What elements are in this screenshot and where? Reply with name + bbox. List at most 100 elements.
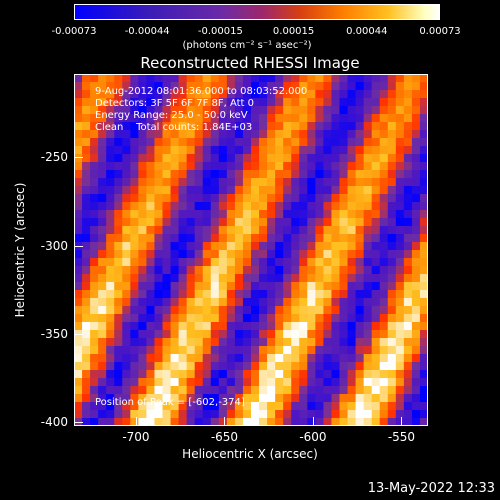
heatmap-cell [106,234,115,243]
heatmap-cell [226,282,236,291]
heatmap-cell [299,98,308,107]
heatmap-cell [130,74,139,83]
heatmap-cell [170,130,180,139]
heatmap-cell [154,218,164,227]
heatmap-cell [98,314,107,323]
heatmap-cell [146,90,156,99]
heatmap-cell [259,74,268,83]
heatmap-cell [387,98,397,107]
heatmap-cell [403,354,413,363]
heatmap-cell [419,266,428,275]
heatmap-cell [251,154,260,163]
heatmap-cell [210,330,220,339]
heatmap-cell [419,282,428,291]
heatmap-cell [267,170,276,179]
heatmap-cell [138,162,148,171]
heatmap-cell [218,322,228,331]
heatmap-cell [355,410,365,419]
y-tick-label: -350 [40,327,68,342]
heatmap-cell [210,274,220,283]
heatmap-cell [218,258,228,267]
heatmap-cell [226,74,236,83]
heatmap-cell [307,386,316,395]
heatmap-cell [323,258,333,267]
heatmap-cell [387,202,397,211]
heatmap-cell [106,162,115,171]
heatmap-cell [90,266,99,275]
heatmap-cell [74,138,83,147]
heatmap-cell [379,106,389,115]
heatmap-cell [242,314,252,323]
heatmap-cell [251,130,260,139]
heatmap-cell [154,354,164,363]
heatmap-cell [242,194,252,203]
heatmap-cell [275,306,284,315]
heatmap-cell [371,266,381,275]
heatmap-cell [299,218,308,227]
heatmap-cell [267,106,276,115]
heatmap-cell [331,282,341,291]
heatmap-cell [106,386,115,395]
heatmap-cell [74,170,83,179]
heatmap-cell [114,210,123,219]
heatmap-cell [90,146,99,155]
heatmap-cell [178,386,188,395]
heatmap-cell [90,234,99,243]
heatmap-cell [202,162,212,171]
heatmap-cell [299,298,308,307]
heatmap-cell [90,322,99,331]
heatmap-cell [283,226,292,235]
heatmap-cell [371,242,381,251]
heatmap-cell [146,386,156,395]
heatmap-cell [242,130,252,139]
heatmap-cell [82,370,91,379]
heatmap-cell [186,130,196,139]
heatmap-cell [90,74,99,83]
heatmap-cell [275,282,284,291]
heatmap-cell [178,194,188,203]
heatmap-cell [403,234,413,243]
heatmap-cell [146,410,156,419]
heatmap-cell [275,242,284,251]
heatmap-cell [74,74,83,83]
heatmap-cell [307,162,316,171]
heatmap-cell [114,74,123,83]
heatmap-cell [106,282,115,291]
heatmap-cell [178,162,188,171]
heatmap-cell [210,378,220,387]
heatmap-cell [234,338,244,347]
heatmap-cell [355,394,365,403]
heatmap-cell [186,394,196,403]
heatmap-cell [307,410,316,419]
heatmap-cell [323,162,333,171]
heatmap-cell [355,74,365,83]
heatmap-cell [331,178,341,187]
heatmap-cell [251,330,260,339]
heatmap-cell [122,258,131,267]
heatmap-cell [218,410,228,419]
heatmap-cell [355,210,365,219]
heatmap-cell [146,306,156,315]
heatmap-cell [291,410,300,419]
heatmap-cell [122,122,131,131]
heatmap-cell [242,298,252,307]
heatmap-cell [178,202,188,211]
heatmap-cell [331,186,341,195]
heatmap-cell [154,194,164,203]
colorbar-tick-label: -0.00073 [51,26,97,37]
heatmap-cell [146,186,156,195]
heatmap-cell [186,82,196,91]
heatmap-cell [251,146,260,155]
heatmap-cell [403,218,413,227]
heatmap-cell [242,266,252,275]
heatmap-cell [74,210,83,219]
heatmap-cell [251,410,260,419]
heatmap-cell [371,306,381,315]
heatmap-cell [283,330,292,339]
heatmap-cell [363,362,373,371]
heatmap-cell [419,402,428,411]
heatmap-cell [138,378,148,387]
heatmap-cell [395,330,405,339]
heatmap-cell [363,202,373,211]
heatmap-cell [234,130,244,139]
